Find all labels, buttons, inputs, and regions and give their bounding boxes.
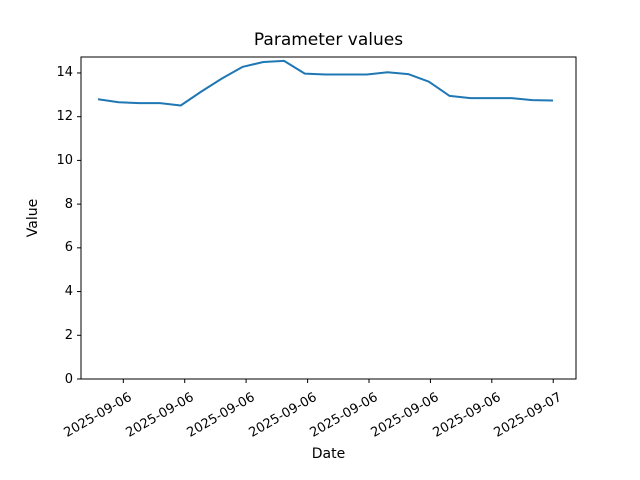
y-tick-label: 10 bbox=[56, 152, 73, 168]
y-tick-label: 2 bbox=[64, 327, 73, 343]
y-tick-label: 4 bbox=[64, 284, 73, 300]
chart-title: Parameter values bbox=[253, 30, 404, 50]
y-tick-label: 0 bbox=[64, 371, 73, 387]
x-axis-label: Date bbox=[311, 446, 346, 462]
plot-frame bbox=[80, 56, 577, 380]
y-tick-marks bbox=[77, 72, 81, 380]
y-tick-label: 6 bbox=[64, 240, 73, 256]
y-tick-label: 14 bbox=[56, 65, 73, 81]
y-tick-label: 12 bbox=[56, 109, 73, 125]
y-tick-label: 8 bbox=[64, 196, 73, 212]
x-tick-marks bbox=[122, 379, 554, 383]
series-line bbox=[97, 59, 554, 107]
